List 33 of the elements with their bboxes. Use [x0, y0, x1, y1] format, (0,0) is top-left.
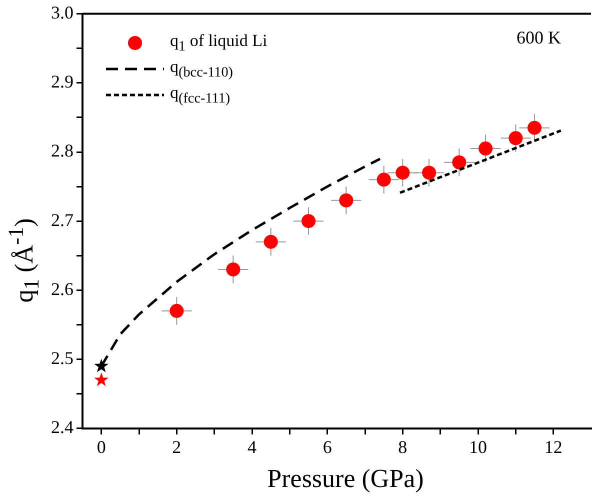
y-tick-label: 2.6 — [51, 278, 74, 299]
y-tick-label: 2.9 — [51, 72, 74, 92]
x-tick-label: 12 — [544, 436, 562, 457]
x-tick-label: 4 — [248, 436, 256, 457]
x-tick-label: 10 — [469, 436, 487, 457]
y-tick-label: 2.7 — [51, 210, 74, 230]
point — [528, 120, 542, 135]
legend-label: q$_{(bcc-110)}$ — [170, 56, 233, 82]
x-axis-title: Pressure (GPa) — [266, 464, 425, 494]
x-tick-label: 2 — [172, 436, 182, 457]
point — [422, 166, 436, 180]
point — [478, 142, 493, 156]
y-tick-label: 2.8 — [51, 140, 74, 161]
y-tick-label: 2.5 — [51, 348, 74, 368]
point — [376, 172, 391, 187]
point — [396, 166, 410, 180]
point — [508, 131, 523, 146]
point — [226, 262, 240, 276]
point — [302, 214, 316, 228]
point — [452, 155, 466, 170]
point — [94, 358, 108, 372]
x-tick-label: 6 — [322, 436, 332, 457]
point — [339, 193, 354, 208]
annotation: 600 K — [516, 28, 561, 48]
point — [170, 304, 184, 318]
legend-label: q$_{(fcc-111)}$ — [170, 82, 230, 108]
point — [94, 372, 108, 386]
y-tick-label: 3.0 — [51, 2, 74, 23]
point — [264, 234, 278, 249]
y-tick-label: 2.4 — [51, 417, 74, 438]
legend-label: q$_{1}$ of liquid Li — [170, 30, 268, 56]
x-tick-label: 8 — [398, 436, 408, 457]
x-tick-label: 0 — [96, 436, 106, 457]
